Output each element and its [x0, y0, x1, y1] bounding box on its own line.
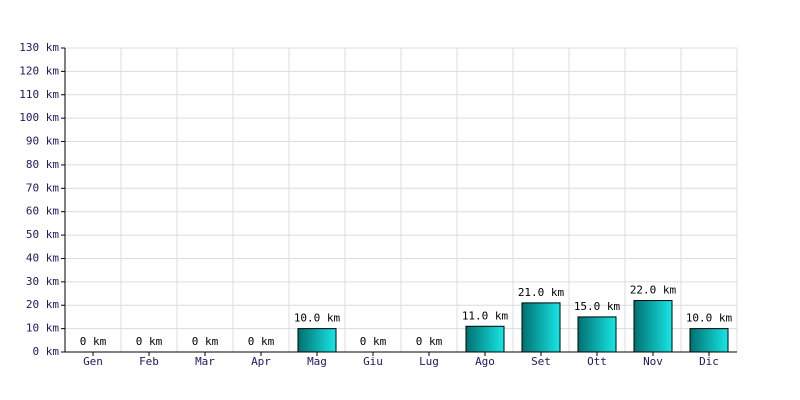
bar	[633, 300, 673, 353]
y-tick-label: 90 km	[26, 135, 59, 148]
x-tick-label: Nov	[643, 355, 663, 368]
y-tick-label: 130 km	[19, 41, 59, 54]
y-tick-label: 100 km	[19, 111, 59, 124]
x-tick-label: Ago	[475, 355, 495, 368]
value-label: 10.0 km	[686, 312, 733, 325]
y-tick-label: 60 km	[26, 205, 59, 218]
y-tick-label: 120 km	[19, 64, 59, 77]
y-tick-label: 50 km	[26, 228, 59, 241]
y-tick-label: 70 km	[26, 181, 59, 194]
value-label: 0 km	[136, 335, 163, 348]
bar	[577, 316, 617, 353]
value-label: 15.0 km	[574, 300, 621, 313]
value-label: 10.0 km	[294, 312, 341, 325]
x-tick-label: Set	[531, 355, 551, 368]
value-label: 11.0 km	[462, 309, 509, 322]
x-tick-label: Mar	[195, 355, 215, 368]
x-tick-label: Gen	[83, 355, 103, 368]
x-tick-label: Apr	[251, 355, 271, 368]
value-label: 0 km	[360, 335, 387, 348]
y-tick-label: 30 km	[26, 275, 59, 288]
x-tick-label: Dic	[699, 355, 719, 368]
x-tick-label: Lug	[419, 355, 439, 368]
value-label: 0 km	[248, 335, 275, 348]
value-label: 0 km	[192, 335, 219, 348]
bar	[465, 325, 505, 353]
value-label: 0 km	[416, 335, 443, 348]
bar	[689, 328, 729, 353]
y-tick-label: 0 km	[33, 345, 60, 358]
value-label: 21.0 km	[518, 286, 565, 299]
x-tick-label: Ott	[587, 355, 607, 368]
y-tick-label: 110 km	[19, 88, 59, 101]
bar	[521, 302, 561, 353]
x-tick-label: Feb	[139, 355, 159, 368]
y-tick-label: 10 km	[26, 322, 59, 335]
x-tick-label: Giu	[363, 355, 383, 368]
bar	[297, 328, 337, 353]
y-tick-label: 80 km	[26, 158, 59, 171]
value-label: 0 km	[80, 335, 107, 348]
x-tick-label: Mag	[307, 355, 327, 368]
y-tick-label: 40 km	[26, 251, 59, 264]
value-label: 22.0 km	[630, 284, 677, 297]
y-tick-label: 20 km	[26, 298, 59, 311]
